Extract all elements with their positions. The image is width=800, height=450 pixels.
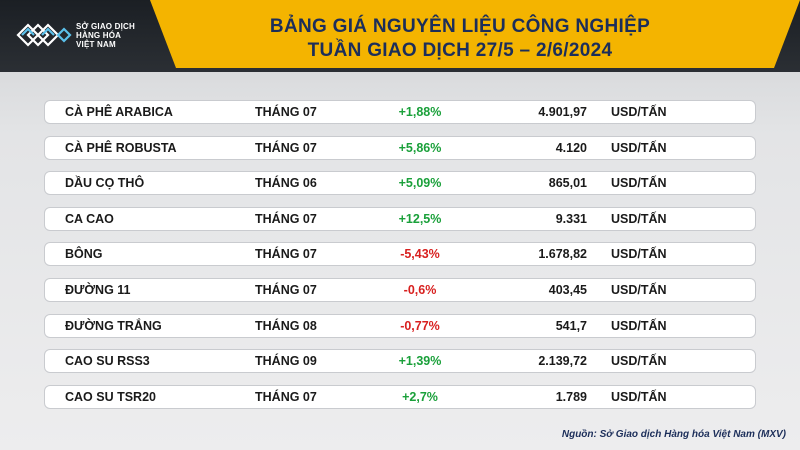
logo-line-2: HÀNG HÓA [76,30,122,40]
price-value: 4.901,97 [538,105,587,119]
commodity-name: BÔNG [65,247,103,262]
price-change: -5,43% [400,247,440,262]
price-unit: USD/TẤN [611,282,667,297]
price-table: CÀ PHÊ ARABICA THÁNG 07 +1,88% 4.901,97 USD/… [44,100,756,420]
page-title: BẢNG GIÁ NGUYÊN LIỆU CÔNG NGHIỆP [269,16,651,37]
logo-icon [16,23,72,47]
price-change: +5,09% [398,176,442,191]
commodity-name: ĐƯỜNG TRẮNG [65,318,162,333]
table-row: ĐƯỜNG 11 THÁNG 07 -0,6% 403,45 USD/TẤN [44,277,756,302]
table-row: DẦU CỌ THÔ THÁNG 06 +5,09% 865,01 USD/TẤN [44,171,756,196]
price-change: +5,86% [398,140,442,155]
price-value: 865,01 [548,176,587,191]
table-row: CÀ PHÊ ARABICA THÁNG 07 +1,88% 4.901,97 USD/… [44,100,756,124]
price-change: +1,88% [398,105,442,119]
commodity-name: CA CAO [65,211,114,226]
table-row: CAO SU RSS3 THÁNG 09 +1,39% 2.139,72 USD/TẤN [44,349,756,374]
price-value: 2.139,72 [538,354,587,369]
price-value: 1.789 [555,389,587,404]
price-change: +2,7% [402,389,438,404]
table-row: ĐƯỜNG TRẮNG THÁNG 08 -0,77% 541,7 USD/TẤN [44,313,756,338]
logo-line-1: SỞ GIAO DỊCH [76,21,136,31]
price-value: 541,7 [555,318,587,333]
price-change: +12,5% [398,211,442,226]
table-row: CÀ PHÊ ROBUSTA THÁNG 07 +5,86% 4.120 USD/TẤN [44,135,756,160]
commodity-name: ĐƯỜNG 11 [65,282,131,297]
contract-month: THÁNG 07 [255,389,317,404]
commodity-name: CÀ PHÊ ROBUSTA [65,140,177,155]
price-unit: USD/TẤN [611,211,667,226]
price-value: 1.678,82 [538,247,587,262]
commodity-name: DẦU CỌ THÔ [65,176,145,191]
source-note: Nguồn: Sở Giao dịch Hàng hóa Việt Nam (M… [561,429,786,440]
commodity-name: CÀ PHÊ ARABICA [65,105,173,119]
contract-month: THÁNG 09 [255,354,317,369]
contract-month: THÁNG 08 [255,318,317,333]
table-row: CA CAO THÁNG 07 +12,5% 9.331 USD/TẤN [44,206,756,231]
price-value: 9.331 [555,211,587,226]
price-change: -0,77% [400,318,440,333]
table-row: BÔNG THÁNG 07 -5,43% 1.678,82 USD/TẤN [44,242,756,267]
price-change: +1,39% [398,354,442,369]
price-unit: USD/TẤN [611,318,667,333]
contract-month: THÁNG 07 [255,140,317,155]
logo-line-3: VIỆT NAM [76,39,116,49]
price-change: -0,6% [403,282,437,297]
title-banner [150,0,800,68]
contract-month: THÁNG 07 [255,247,317,262]
price-unit: USD/TẤN [611,389,667,404]
mxv-logo: SỞ GIAO DỊCH HÀNG HÓA VIỆT NAM [12,10,162,60]
logo-text: SỞ GIAO DỊCH HÀNG HÓA VIỆT NAM [76,22,135,49]
price-unit: USD/TẤN [611,176,667,191]
price-unit: USD/TẤN [611,140,667,155]
commodity-name: CAO SU TSR20 [65,389,156,404]
commodity-name: CAO SU RSS3 [65,354,150,369]
price-unit: USD/TẤN [611,105,667,119]
contract-month: THÁNG 06 [255,176,317,191]
price-value: 403,45 [548,282,587,297]
price-value: 4.120 [555,140,587,155]
page-subtitle: TUẦN GIAO DỊCH 27/5 – 2/6/2024 [307,40,613,61]
header: SỞ GIAO DỊCH HÀNG HÓA VIỆT NAM BẢNG GIÁ … [0,0,800,72]
table-row: CAO SU TSR20 THÁNG 07 +2,7% 1.789 USD/TẤN [44,384,756,409]
contract-month: THÁNG 07 [255,282,317,297]
price-unit: USD/TẤN [611,354,667,369]
contract-month: THÁNG 07 [255,105,317,119]
contract-month: THÁNG 07 [255,211,317,226]
price-unit: USD/TẤN [611,247,667,262]
